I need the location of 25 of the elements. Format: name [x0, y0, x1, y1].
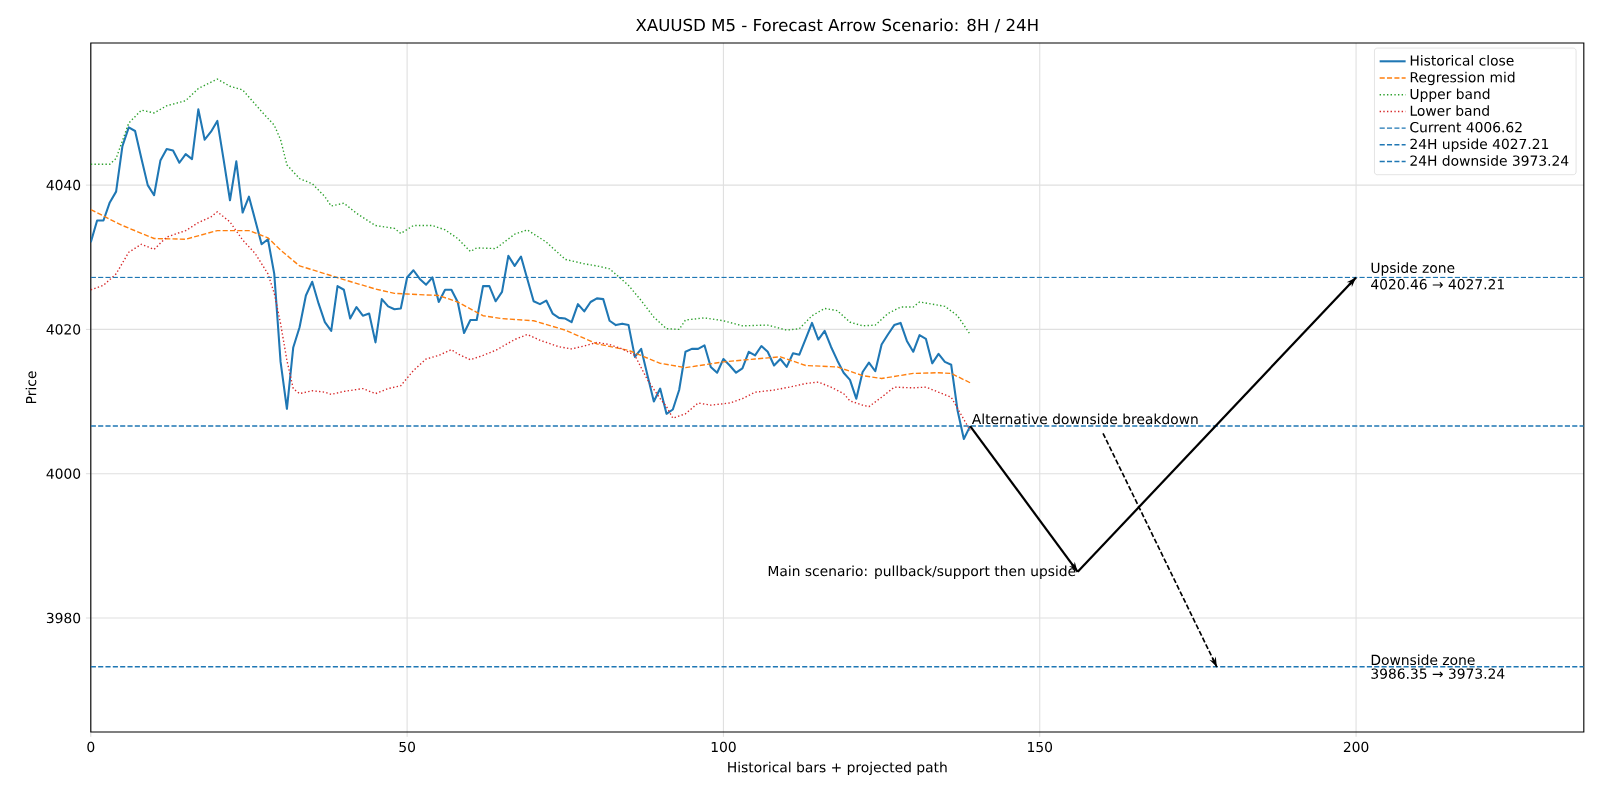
x-axis-title: Historical bars + projected path — [728, 761, 947, 776]
annotation: Upside zone — [1371, 262, 1455, 276]
y-tick-label: 4020 — [46, 324, 81, 335]
legend-label: Current 4006.62 — [1410, 121, 1522, 133]
legend-label: 24H downside 3973.24 — [1410, 155, 1569, 166]
chart-title: XAUUSD M5 - Forecast Arrow Scenario: 8H / 24H — [635, 18, 1038, 33]
annotation: Downside zone — [1371, 654, 1475, 666]
x-tick-label: 100 — [711, 741, 736, 753]
y-tick-label: 3980 — [46, 612, 81, 624]
legend-label: 24H upside 4027.21 — [1410, 138, 1549, 152]
x-tick-label: 200 — [1343, 741, 1369, 753]
y-tick-label: 4000 — [46, 468, 81, 479]
x-tick-label: 0 — [87, 741, 95, 753]
legend-label: Upper band — [1410, 88, 1490, 102]
legend-label: Historical close — [1410, 55, 1514, 66]
legend-label: Lower band — [1410, 105, 1489, 116]
x-tick-label: 150 — [1028, 741, 1053, 753]
annotation: Main scenario: pullback/support then upside — [768, 565, 1076, 579]
y-tick-label: 4040 — [46, 179, 81, 191]
y-axis-title: Price — [25, 371, 37, 403]
annotation: Alternative downside breakdown — [971, 413, 1198, 425]
annotation: 3986.35 → 3973.24 — [1371, 668, 1505, 679]
legend-label: Regression mid — [1410, 71, 1515, 86]
x-tick-label: 50 — [399, 741, 416, 753]
annotation: 4020.46 → 4027.21 — [1371, 279, 1504, 290]
